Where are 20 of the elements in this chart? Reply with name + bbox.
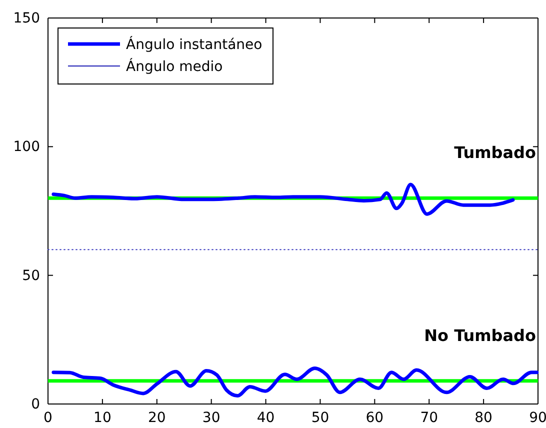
y-tick-label: 50 bbox=[22, 268, 40, 284]
x-tick-label: 70 bbox=[420, 410, 438, 426]
x-tick-label: 10 bbox=[94, 410, 112, 426]
annotation: No Tumbado bbox=[424, 326, 536, 345]
x-tick-label: 20 bbox=[148, 410, 166, 426]
x-tick-label: 80 bbox=[474, 410, 492, 426]
x-tick-label: 50 bbox=[311, 410, 330, 426]
y-tick-label: 150 bbox=[13, 10, 40, 26]
annotation: Tumbado bbox=[454, 143, 536, 162]
x-tick-label: 90 bbox=[529, 410, 546, 426]
line-series bbox=[52, 366, 539, 398]
x-tick-label: 30 bbox=[202, 410, 220, 426]
y-tick-label: 100 bbox=[13, 139, 40, 156]
legend-label: Ángulo medio bbox=[126, 58, 223, 75]
x-tick-label: 60 bbox=[366, 410, 384, 426]
x-tick-label: 40 bbox=[256, 410, 275, 426]
y-tick-label: 0 bbox=[31, 396, 40, 412]
line-series bbox=[52, 182, 515, 216]
x-tick-label: 0 bbox=[44, 410, 52, 426]
legend-label: Ángulo instantáneo bbox=[126, 36, 262, 53]
